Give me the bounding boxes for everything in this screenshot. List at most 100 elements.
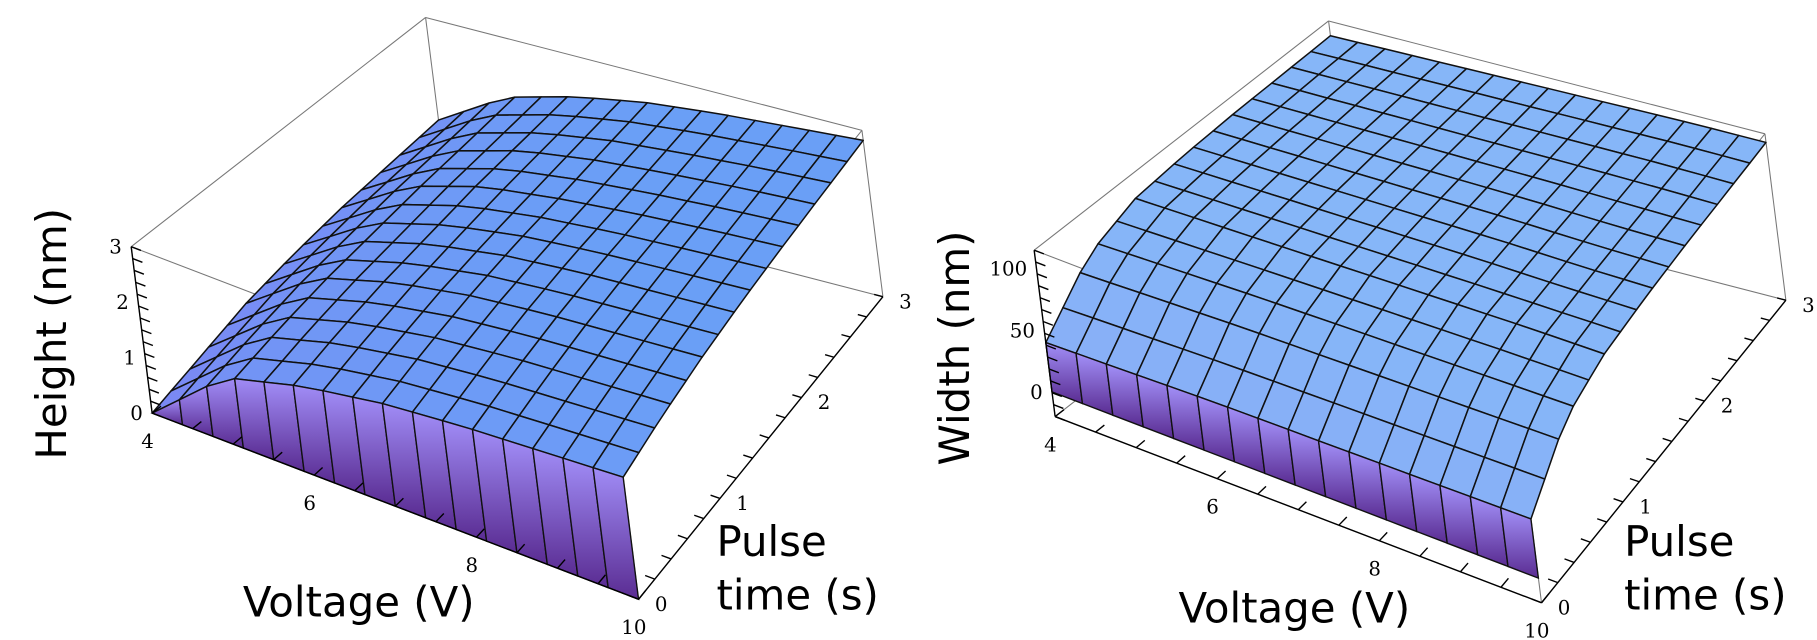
- y-axis-tick: [1695, 397, 1705, 402]
- height-surface-plot: 4 6 8 10 0 1 2 3 0 1 2 3: [109, 16, 912, 639]
- x-axis-tick: [1338, 516, 1348, 526]
- x-axis-tick: [354, 482, 364, 492]
- y-axis-tick: [1547, 578, 1559, 584]
- y-tick-label: 2: [818, 391, 831, 414]
- z-axis-tick: [1042, 320, 1054, 326]
- y-axis-tick: [1629, 477, 1640, 483]
- z-axis-tick: [1038, 285, 1049, 291]
- z-tick-label: 100: [989, 258, 1027, 281]
- y-axis-tick: [710, 494, 721, 500]
- z-axis-tick: [1035, 261, 1046, 267]
- z-axis-tick: [1036, 273, 1048, 279]
- box-edge: [1328, 20, 1766, 135]
- z-axis-title-height: Height (nm): [27, 208, 76, 460]
- y-axis-tick: [1744, 337, 1754, 342]
- x-tick-label: 4: [141, 430, 154, 453]
- z-axis-tick: [136, 293, 148, 299]
- z-axis-tick: [1051, 392, 1063, 398]
- z-tick-label: 50: [1010, 319, 1035, 342]
- z-tick-label: 0: [1030, 381, 1043, 404]
- z-axis-tick: [150, 400, 161, 406]
- z-axis-tick: [145, 364, 157, 370]
- x-axis-tick: [313, 467, 324, 476]
- z-axis-tick: [144, 353, 155, 359]
- y-tick-label: 1: [1639, 496, 1652, 519]
- y-axis-tick: [726, 474, 737, 479]
- y-tick-label: 0: [1558, 596, 1571, 619]
- z-tick-label: 0: [130, 402, 143, 425]
- y-axis-tick: [841, 333, 851, 338]
- z-axis-tick: [142, 341, 154, 347]
- y-axis-title-pulse-right-line1: Pulse: [1624, 517, 1734, 566]
- box-edge: [1033, 20, 1329, 251]
- x-axis-tick: [435, 513, 445, 523]
- z-axis-tick: [1039, 297, 1051, 303]
- x-axis-tick: [637, 589, 647, 600]
- y-axis-tick: [628, 594, 639, 600]
- x-tick-label: 10: [621, 616, 646, 639]
- x-axis-tick: [192, 421, 202, 430]
- x-axis-tick: [1135, 439, 1146, 449]
- x-axis-tick: [1419, 547, 1429, 557]
- z-axis-tick: [130, 246, 142, 252]
- x-axis-tick: [597, 574, 606, 585]
- x-tick-label: 10: [1524, 620, 1549, 640]
- z-axis-tick: [135, 281, 146, 287]
- surface-wall-patch: [1499, 506, 1540, 580]
- z-axis-tick: [133, 269, 145, 275]
- y-axis-tick: [677, 534, 688, 540]
- z-axis-tick: [147, 376, 158, 382]
- z-axis-tick: [1048, 368, 1060, 374]
- x-axis-tick: [1257, 485, 1267, 495]
- y-axis-tick: [1727, 357, 1738, 362]
- y-axis-title-pulse-left-line2: time (s): [717, 571, 879, 620]
- z-axis-tick: [132, 257, 143, 263]
- x-axis-tick: [516, 543, 526, 554]
- x-tick-label: 8: [465, 554, 478, 577]
- y-tick-label: 2: [1721, 395, 1734, 418]
- z-axis-tick: [138, 305, 149, 311]
- y-axis-tick: [694, 514, 704, 520]
- y-axis-line: [637, 296, 884, 600]
- y-tick-label: 3: [899, 290, 912, 313]
- z-axis-tick: [148, 388, 160, 394]
- x-axis-tick: [475, 528, 485, 538]
- z-axis-tick: [151, 412, 163, 418]
- y-axis-tick: [644, 574, 656, 580]
- y-axis-tick: [1646, 457, 1656, 463]
- y-axis-tick: [1760, 317, 1770, 322]
- x-axis-tick: [1216, 470, 1227, 480]
- z-tick-label: 1: [123, 347, 136, 370]
- y-axis-tick: [775, 414, 786, 419]
- box-edge: [861, 130, 884, 297]
- x-axis-tick: [556, 559, 566, 569]
- y-axis-tick: [661, 554, 672, 560]
- x-axis-tick: [1176, 455, 1186, 464]
- x-axis-tick: [1297, 501, 1307, 511]
- x-axis-tick: [1459, 562, 1469, 573]
- z-axis-tick: [1054, 415, 1066, 421]
- y-axis-tick: [792, 394, 802, 399]
- x-tick-label: 4: [1044, 433, 1057, 456]
- x-tick-label: 6: [303, 492, 316, 515]
- z-tick-label: 3: [109, 236, 122, 259]
- box-edge: [1764, 133, 1787, 301]
- z-tick-label: 2: [116, 291, 129, 314]
- y-tick-label: 1: [736, 492, 749, 515]
- y-axis-tick: [1564, 558, 1575, 564]
- x-tick-label: 8: [1368, 558, 1381, 581]
- z-axis-title-width: Width (nm): [930, 230, 979, 465]
- x-axis-tick: [1540, 593, 1550, 604]
- box-edge: [130, 17, 426, 248]
- z-axis-tick: [1047, 356, 1058, 362]
- x-axis-tick: [1500, 577, 1509, 588]
- x-axis-tick: [1095, 424, 1105, 433]
- z-axis-tick: [1044, 332, 1055, 338]
- x-axis-tick: [394, 497, 404, 507]
- y-axis-tick: [1711, 377, 1721, 382]
- z-axis-tick: [1041, 308, 1052, 314]
- y-axis-title-pulse-right-line2: time (s): [1624, 571, 1786, 620]
- z-axis-tick: [1045, 344, 1057, 350]
